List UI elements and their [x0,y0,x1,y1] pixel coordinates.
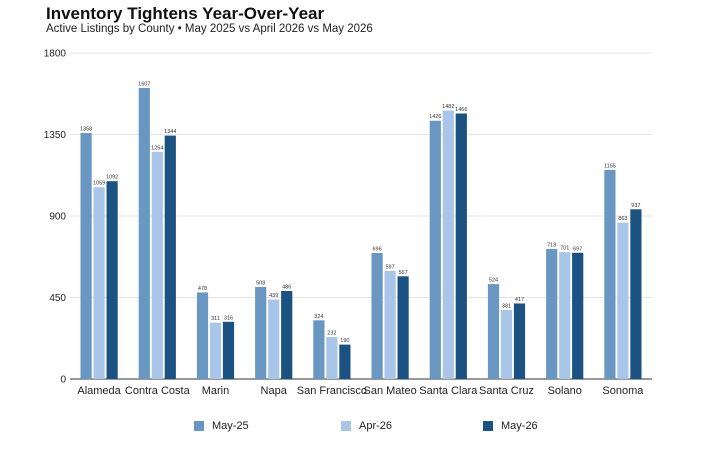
bar-may-26 [572,252,584,379]
data-label: 696 [373,246,382,252]
data-label: 1344 [164,129,176,135]
legend-label: May-26 [501,420,538,432]
data-label: 937 [631,203,640,209]
y-tick-label: 1800 [44,49,67,60]
data-label: 417 [515,297,524,303]
x-tick-label: Santa Clara [419,385,478,397]
bar-apr-26 [268,299,280,379]
x-tick-label: Alameda [77,385,121,397]
bar-apr-26 [559,252,571,379]
bar-apr-26 [93,187,105,379]
bar-may-26 [164,135,176,379]
bar-may-26 [630,209,642,379]
data-label: 311 [211,316,220,322]
bar-may-25 [313,320,325,379]
chart-subtitle: Active Listings by County • May 2025 vs … [46,23,373,35]
data-label: 486 [282,284,291,290]
data-label: 597 [386,264,395,270]
bar-may-26 [513,303,526,379]
y-tick-label: 1350 [44,130,67,141]
legend-item: May-25 [194,420,249,432]
data-label: 190 [340,338,349,344]
data-label: 478 [198,286,207,292]
data-label: 1426 [429,114,441,120]
data-label: 1059 [93,181,105,187]
legend-swatch [483,421,493,431]
data-label: 1254 [151,145,163,151]
x-tick-label: Sonoma [602,385,644,397]
bar-apr-26 [151,151,163,379]
bar-may-25 [604,169,616,379]
bar-may-25 [429,120,441,379]
bar-apr-26 [326,336,338,379]
data-label: 524 [489,278,498,284]
data-label: 1358 [80,127,92,133]
x-tick-label: Solano [548,385,582,397]
x-tick-label: San Francisco [297,385,367,397]
data-label: 232 [327,330,336,336]
bar-may-26 [339,344,351,379]
bar-apr-26 [384,270,396,379]
data-label: 1482 [442,104,454,110]
data-label: 1607 [138,81,150,87]
data-label: 697 [573,246,582,252]
data-label: 324 [314,314,323,320]
data-label: 381 [502,303,511,309]
bar-may-25 [255,286,267,379]
bar-may-26 [281,290,293,379]
data-label: 439 [269,293,278,299]
legend-label: Apr-26 [359,420,393,432]
data-label: 863 [618,216,627,222]
bar-may-25 [487,284,500,379]
data-label: 508 [256,280,265,286]
bar-apr-26 [209,322,222,379]
bar-may-26 [222,321,235,379]
y-tick-label: 900 [49,212,66,223]
legend-item: May-26 [483,420,538,432]
x-tick-label: Contra Costa [125,385,191,397]
bar-may-26 [397,276,409,379]
bar-apr-26 [617,222,629,379]
bar-may-25 [371,252,383,379]
bar-may-25 [196,292,209,379]
data-label: 316 [224,315,233,321]
chart-title: Inventory Tightens Year-Over-Year [46,4,325,23]
legend-swatch [194,421,204,431]
legend-item: Apr-26 [341,420,392,432]
y-tick-label: 450 [49,293,66,304]
bar-apr-26 [500,309,513,379]
bar-may-26 [106,181,118,379]
x-tick-label: San Mateo [363,385,416,397]
x-tick-label: Marin [202,385,230,397]
y-tick-label: 0 [60,375,66,386]
bar-may-25 [138,87,150,380]
legend-swatch [341,421,351,431]
legend-label: May-25 [212,420,249,432]
legend: May-25 Apr-26 May-26 [0,420,702,434]
data-label: 701 [560,246,569,252]
bar-may-25 [546,248,558,379]
data-label: 1466 [455,107,467,113]
data-label: 718 [547,242,556,248]
data-label: 1092 [106,175,118,181]
data-label: 1155 [604,163,616,169]
data-label: 567 [399,270,408,276]
bar-may-25 [80,133,92,379]
bar-apr-26 [442,110,454,380]
x-tick-label: Napa [261,385,288,397]
x-tick-label: Santa Cruz [479,385,534,397]
bar-may-26 [455,113,467,379]
